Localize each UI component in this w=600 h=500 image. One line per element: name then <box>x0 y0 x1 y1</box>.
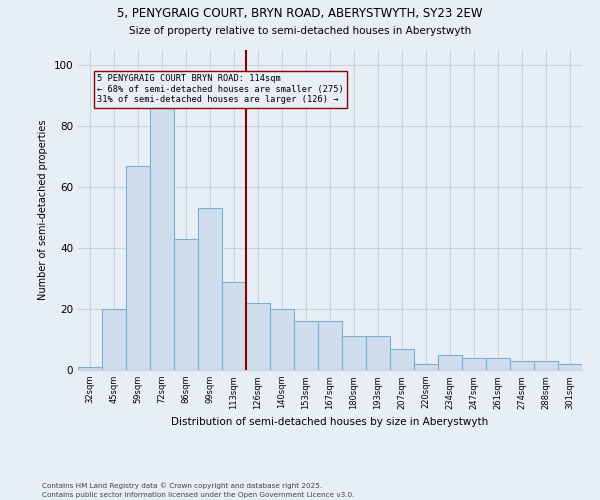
Bar <box>438 355 462 370</box>
Bar <box>342 336 366 370</box>
Bar <box>462 358 486 370</box>
Bar <box>246 303 270 370</box>
Bar <box>558 364 582 370</box>
Bar <box>174 239 198 370</box>
Bar <box>366 336 390 370</box>
Bar <box>198 208 222 370</box>
Text: 5, PENYGRAIG COURT, BRYN ROAD, ABERYSTWYTH, SY23 2EW: 5, PENYGRAIG COURT, BRYN ROAD, ABERYSTWY… <box>117 8 483 20</box>
Text: Contains HM Land Registry data © Crown copyright and database right 2025.: Contains HM Land Registry data © Crown c… <box>42 482 322 489</box>
Bar <box>102 309 126 370</box>
Bar <box>150 92 174 370</box>
Bar <box>534 361 558 370</box>
Bar <box>414 364 438 370</box>
Bar <box>510 361 534 370</box>
X-axis label: Distribution of semi-detached houses by size in Aberystwyth: Distribution of semi-detached houses by … <box>172 417 488 427</box>
Bar <box>486 358 510 370</box>
Bar <box>294 321 318 370</box>
Bar <box>318 321 342 370</box>
Y-axis label: Number of semi-detached properties: Number of semi-detached properties <box>38 120 48 300</box>
Bar <box>126 166 150 370</box>
Bar <box>270 309 294 370</box>
Text: Size of property relative to semi-detached houses in Aberystwyth: Size of property relative to semi-detach… <box>129 26 471 36</box>
Bar <box>222 282 246 370</box>
Bar <box>390 348 414 370</box>
Text: 5 PENYGRAIG COURT BRYN ROAD: 114sqm
← 68% of semi-detached houses are smaller (2: 5 PENYGRAIG COURT BRYN ROAD: 114sqm ← 68… <box>97 74 344 104</box>
Text: Contains public sector information licensed under the Open Government Licence v3: Contains public sector information licen… <box>42 492 355 498</box>
Bar <box>78 367 102 370</box>
